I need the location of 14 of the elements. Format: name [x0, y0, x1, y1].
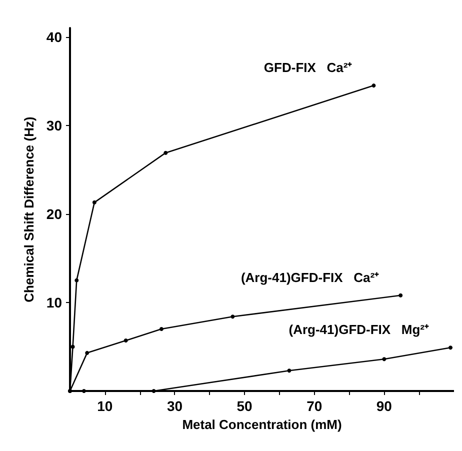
x-tick-label: 10 — [97, 398, 113, 414]
y-axis-title: Chemical Shift Difference (Hz) — [22, 116, 37, 302]
x-tick-label: 70 — [306, 398, 322, 414]
y-tick-label: 10 — [46, 294, 62, 310]
x-axis-title: Metal Concentration (mM) — [182, 416, 342, 432]
x-tick-label: 30 — [166, 398, 183, 414]
series-label: GFD-FIX Ca²⁺ — [264, 60, 353, 76]
series-label: (Arg-41)GFD-FIX Ca²⁺ — [240, 270, 380, 285]
y-tick-label: 20 — [46, 206, 62, 222]
y-tick-label: 40 — [46, 28, 62, 45]
x-tick-label: 50 — [236, 398, 253, 414]
y-tick-label: 30 — [46, 117, 62, 134]
x-tick-label: 90 — [376, 398, 392, 414]
series-label: (Arg-41)GFD-FIX Mg²⁺ — [288, 322, 430, 338]
